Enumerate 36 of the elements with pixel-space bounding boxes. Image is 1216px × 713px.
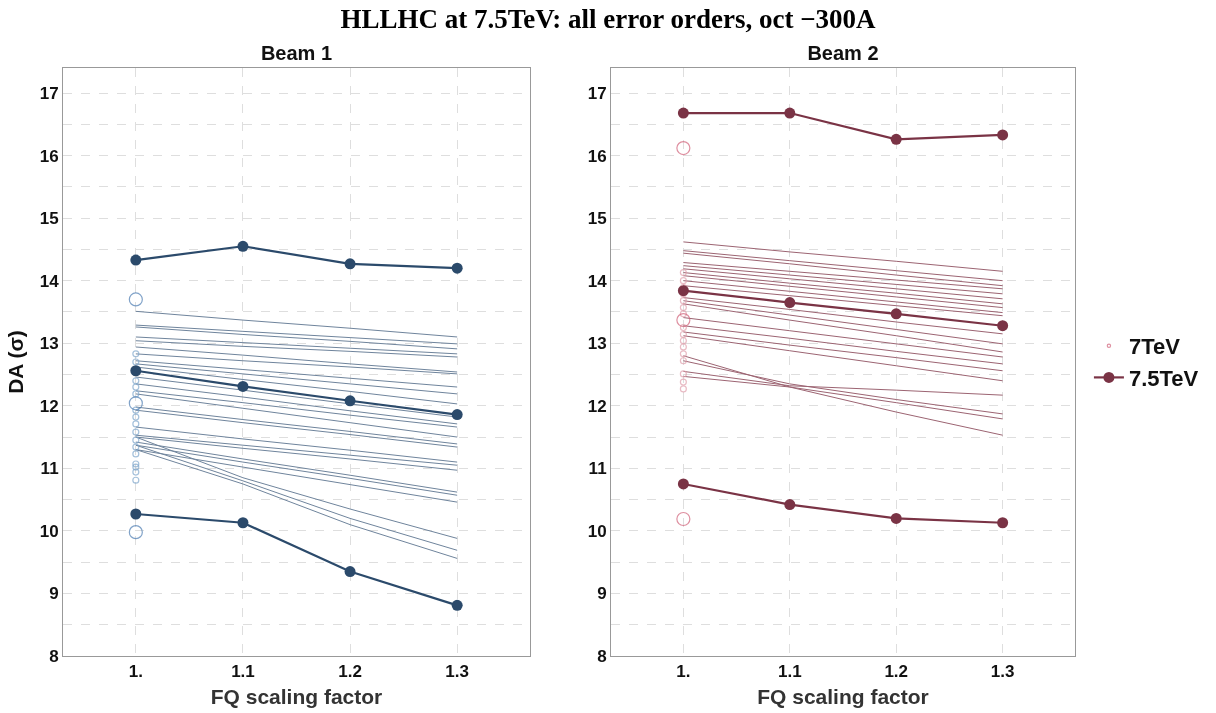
- x-tick-label: 1.2: [338, 662, 362, 682]
- x-axis-title: FQ scaling factor: [210, 684, 383, 708]
- y-tick-label: 13: [39, 334, 59, 354]
- y-tick-label: 17: [39, 83, 59, 103]
- y-tick-label: 14: [587, 271, 608, 291]
- x-tick-label: 1.1: [231, 662, 255, 682]
- x-tick-label: 1.3: [990, 662, 1015, 682]
- legend-label: 7TeV: [1128, 334, 1181, 360]
- y-tick-label: 10: [587, 521, 607, 541]
- y-tick-label: 12: [39, 396, 59, 416]
- chart-title: Beam 2: [807, 42, 879, 64]
- y-tick-label: 16: [39, 146, 59, 166]
- y-tick-label: 9: [49, 584, 59, 604]
- y-tick-label: 8: [49, 646, 59, 666]
- y-tick-label: 12: [587, 396, 607, 416]
- y-tick-label: 10: [39, 521, 59, 541]
- y-tick-label: 8: [597, 646, 607, 666]
- x-tick-label: 1.2: [884, 662, 909, 682]
- legend-label: 7.5TeV: [1128, 365, 1199, 391]
- x-axis-title: FQ scaling factor: [757, 684, 929, 708]
- y-tick-label: 9: [597, 584, 607, 604]
- y-tick-label: 15: [587, 209, 607, 229]
- x-tick-label: 1.1: [777, 662, 802, 682]
- y-tick-label: 17: [587, 83, 607, 103]
- text: HLLHC at 7.5TeV: all error orders, oct −300A: [339, 4, 877, 35]
- x-tick-label: 1.: [128, 662, 143, 682]
- y-tick-label: 16: [587, 146, 607, 166]
- y-tick-label: 15: [39, 209, 59, 229]
- x-tick-label: 1.: [676, 662, 691, 682]
- x-tick-label: 1.3: [445, 662, 469, 682]
- y-tick-label: 13: [587, 334, 607, 354]
- y-tick-label: 14: [39, 271, 60, 291]
- y-tick-label: 11: [40, 459, 59, 479]
- y-tick-label: 11: [588, 459, 607, 479]
- chart-title: Beam 1: [260, 42, 333, 64]
- y-axis-title: DA (σ): [3, 330, 27, 394]
